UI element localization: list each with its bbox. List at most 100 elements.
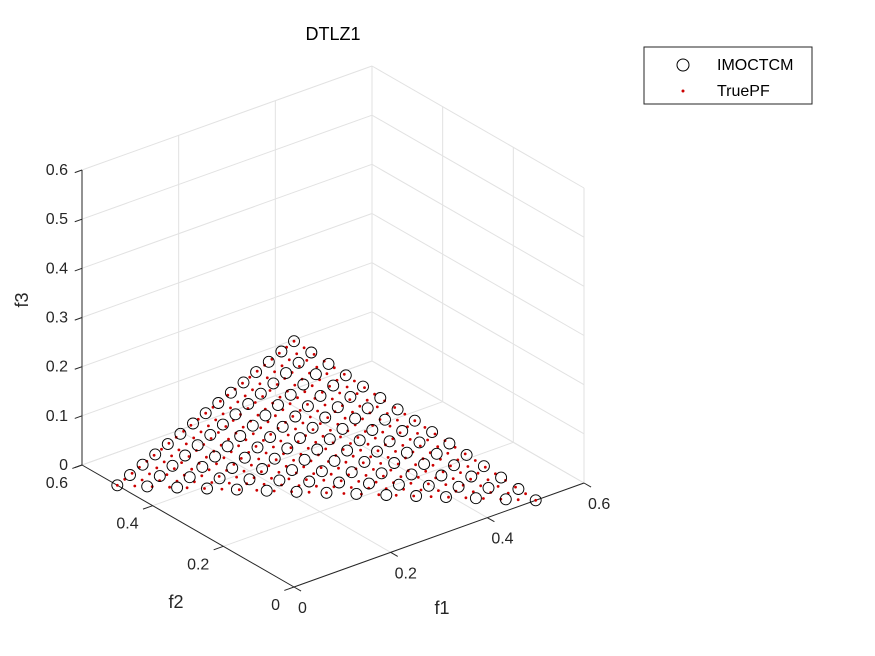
wall-grid-line <box>81 213 373 318</box>
imoctcm-point <box>273 474 286 487</box>
truepf-point <box>356 436 360 439</box>
truepf-point <box>291 415 295 418</box>
imoctcm-point <box>374 392 387 404</box>
truepf-point <box>355 392 359 395</box>
truepf-point <box>416 432 419 435</box>
truepf-point <box>264 451 268 455</box>
truepf-point <box>274 458 278 462</box>
truepf-point <box>381 430 385 434</box>
y-axis-label: f2 <box>168 592 183 612</box>
truepf-point <box>165 473 169 476</box>
truepf-point <box>419 488 423 492</box>
truepf-point <box>203 487 206 490</box>
imoctcm-point <box>328 454 341 467</box>
truepf-point <box>270 357 274 361</box>
truepf-point <box>215 462 218 466</box>
x-axis-label: f1 <box>434 598 449 618</box>
truepf-point <box>408 438 412 441</box>
imoctcm-point <box>221 440 234 453</box>
imoctcm-point <box>196 460 209 473</box>
floor-grid-line <box>152 401 443 507</box>
imoctcm-point <box>388 457 401 469</box>
imoctcm-point <box>286 464 298 477</box>
truepf-point <box>209 437 213 440</box>
imoctcm-point <box>298 453 311 466</box>
truepf-point <box>534 498 538 502</box>
truepf-point <box>155 466 159 470</box>
truepf-point <box>349 442 352 445</box>
imoctcm-point <box>280 367 292 380</box>
truepf-point <box>358 404 362 408</box>
x-tick-label: 0.4 <box>491 531 513 548</box>
x-tick-mark <box>487 517 495 523</box>
imoctcm-point <box>259 409 272 422</box>
truepf-point <box>324 447 328 451</box>
truepf-point <box>305 478 308 481</box>
truepf-point <box>259 426 263 430</box>
truepf-point <box>396 418 399 422</box>
truepf-point <box>312 472 316 475</box>
imoctcm-point <box>250 366 263 379</box>
truepf-point <box>476 471 480 475</box>
truepf-point <box>261 395 264 398</box>
imoctcm-point <box>322 357 335 370</box>
truepf-point <box>342 492 346 495</box>
imoctcm-point <box>383 435 396 448</box>
truepf-point <box>298 365 301 368</box>
imoctcm-point <box>430 447 443 460</box>
imoctcm-point <box>358 455 371 468</box>
imoctcm-point <box>149 448 162 461</box>
imoctcm-point <box>469 492 482 505</box>
truepf-point <box>315 365 319 369</box>
imoctcm-point <box>267 377 280 390</box>
truepf-point <box>220 487 224 491</box>
truepf-point <box>433 432 437 436</box>
truepf-point <box>321 434 325 438</box>
truepf-point <box>332 366 336 370</box>
truepf-point <box>277 470 281 474</box>
truepf-point <box>463 452 467 456</box>
truepf-point <box>289 446 293 450</box>
truepf-point <box>359 448 362 452</box>
truepf-point <box>229 406 232 410</box>
imoctcm-point <box>349 412 362 425</box>
imoctcm-point <box>288 335 300 348</box>
truepf-point <box>325 372 329 376</box>
z-tick-mark <box>74 415 83 419</box>
truepf-point <box>262 482 266 486</box>
imoctcm-point <box>246 419 259 432</box>
truepf-point <box>256 413 260 417</box>
imoctcm-point <box>297 378 310 391</box>
truepf-point <box>210 481 214 484</box>
truepf-point <box>269 433 273 436</box>
y-tick-label: 0 <box>271 597 280 614</box>
truepf-point <box>479 484 483 488</box>
legend-box <box>643 46 813 105</box>
y-tick-label: 0.2 <box>187 556 209 573</box>
truepf-point <box>268 389 272 392</box>
truepf-point <box>237 444 241 448</box>
truepf-point <box>372 468 375 471</box>
truepf-point <box>302 465 306 469</box>
y-tick-label: 0.4 <box>116 516 138 533</box>
truepf-point <box>377 493 381 497</box>
truepf-point <box>257 457 261 461</box>
floor-grid-line <box>223 441 514 547</box>
truepf-point <box>296 396 299 400</box>
truepf-point <box>343 416 347 420</box>
imoctcm-point <box>315 465 328 478</box>
truepf-point <box>130 471 134 475</box>
truepf-point <box>471 490 475 494</box>
imoctcm-point <box>408 414 421 427</box>
truepf-point <box>207 424 210 428</box>
imoctcm-point <box>243 473 256 486</box>
z-tick-label: 0.2 <box>46 359 68 376</box>
truepf-point <box>339 435 342 439</box>
truepf-point <box>323 403 327 407</box>
wall-grid-line <box>371 163 585 287</box>
truepf-point <box>180 461 184 464</box>
imoctcm-point <box>460 448 473 461</box>
truepf-point <box>364 474 368 477</box>
truepf-point <box>365 398 369 402</box>
truepf-point <box>441 470 445 474</box>
